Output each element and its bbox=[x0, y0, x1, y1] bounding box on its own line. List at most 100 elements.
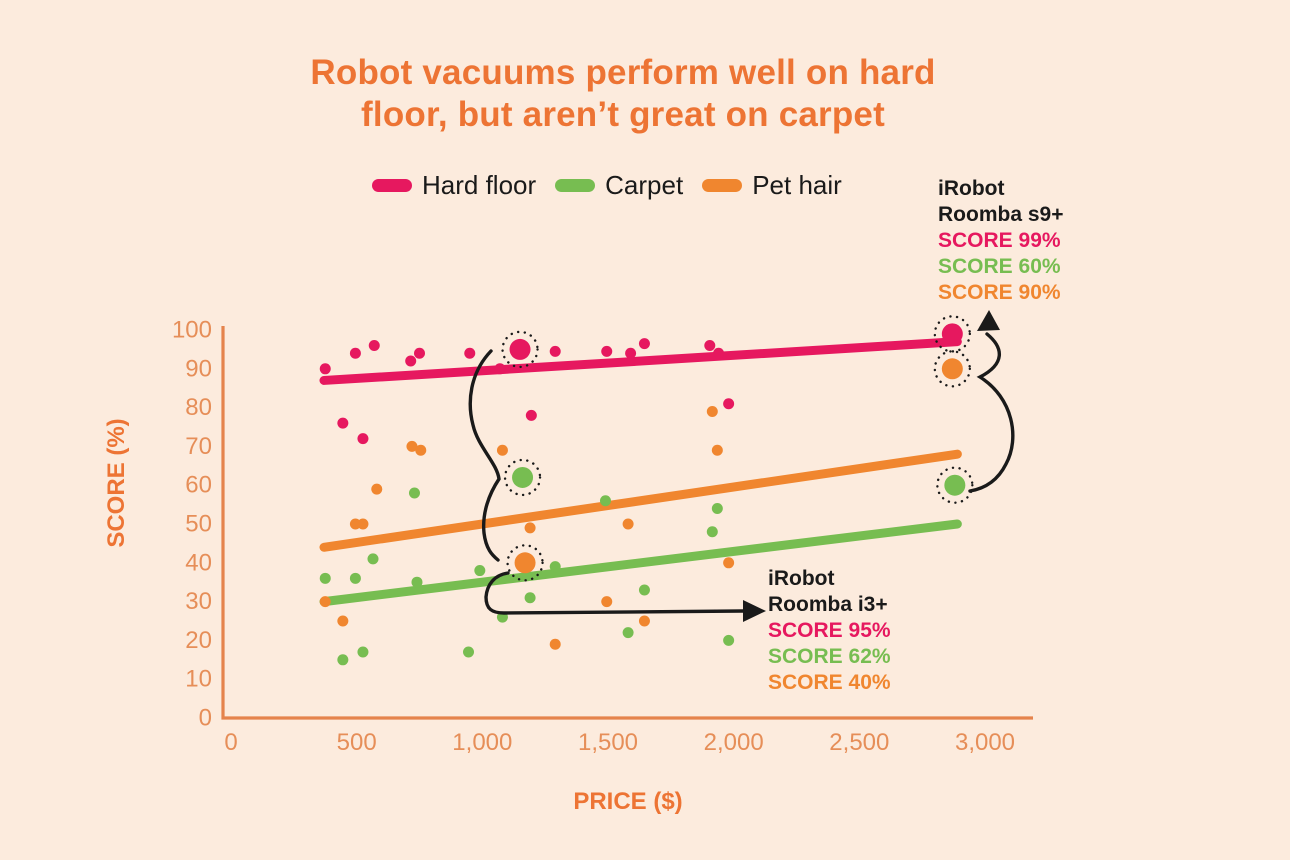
annotation-i3-name-line2: Roomba i3+ bbox=[768, 593, 888, 616]
scatter-point bbox=[474, 565, 486, 577]
scatter-point bbox=[706, 405, 718, 417]
y-tick-label: 80 bbox=[185, 394, 212, 421]
scatter-point bbox=[524, 592, 536, 604]
score-line-pet-hair: SCORE 90% bbox=[938, 281, 1061, 304]
scatter-point bbox=[524, 522, 536, 534]
scatter-point bbox=[405, 355, 417, 367]
scatter-point bbox=[706, 526, 718, 538]
highlight-ring bbox=[933, 350, 972, 388]
y-tick-label: 90 bbox=[185, 355, 212, 382]
score-line-carpet: SCORE 62% bbox=[768, 645, 891, 668]
legend-item-pet-hair: Pet hair bbox=[702, 170, 842, 201]
legend-swatch bbox=[702, 178, 743, 192]
scatter-point bbox=[625, 347, 637, 359]
highlight-ring bbox=[933, 315, 972, 353]
score-line-hard-floor: SCORE 95% bbox=[768, 619, 891, 642]
scatter-point bbox=[357, 433, 369, 445]
y-tick-label: 50 bbox=[185, 511, 212, 538]
highlight-point bbox=[944, 474, 966, 496]
scatter-point bbox=[723, 557, 735, 569]
highlight-point bbox=[941, 323, 963, 345]
scatter-point bbox=[463, 646, 475, 658]
scatter-point bbox=[711, 444, 723, 456]
y-tick-label: 0 bbox=[199, 705, 212, 732]
chart-title-line1: Robot vacuums perform well on hard bbox=[310, 53, 936, 92]
scatter-point bbox=[368, 340, 380, 352]
scatter-point bbox=[494, 363, 506, 375]
x-tick-labels: 0 500 1,000 1,500 2,000 2,500 3,000 bbox=[224, 729, 1015, 756]
scatter-point bbox=[406, 440, 418, 452]
i3-arrowhead bbox=[743, 600, 766, 622]
scatter-point bbox=[525, 409, 537, 421]
legend-item-hard-floor: Hard floor bbox=[372, 170, 536, 201]
x-axis-title: PRICE ($) bbox=[573, 788, 683, 815]
scatter-point bbox=[349, 518, 361, 530]
trend-line-pet-hair bbox=[319, 449, 962, 552]
y-tick-label: 60 bbox=[185, 472, 212, 499]
highlight-point bbox=[514, 552, 536, 574]
points-hard-floor bbox=[319, 338, 735, 445]
legend: Hard floor Carpet Pet hair bbox=[372, 170, 842, 200]
scatter-point bbox=[622, 627, 634, 639]
y-tick-label: 70 bbox=[185, 433, 212, 460]
scatter-point bbox=[638, 615, 650, 627]
scatter-point bbox=[549, 638, 561, 650]
scatter-point bbox=[622, 518, 634, 530]
scatter-point bbox=[337, 615, 349, 627]
i3-brace-stroke bbox=[468, 349, 501, 562]
chart-title-line2: floor, but aren’t great on carpet bbox=[361, 95, 885, 134]
x-tick-label: 0 bbox=[224, 729, 237, 756]
scatter-point bbox=[549, 561, 561, 573]
scatter-point bbox=[704, 340, 716, 352]
annotation-s9-name-line2: Roomba s9+ bbox=[938, 203, 1064, 226]
scatter-point bbox=[723, 398, 735, 410]
scatter-point bbox=[319, 596, 331, 608]
scatter-point bbox=[408, 487, 420, 499]
scatter-point bbox=[601, 596, 613, 608]
x-tick-label: 1,000 bbox=[452, 729, 512, 756]
scatter-point bbox=[367, 553, 379, 565]
highlight-ring bbox=[936, 466, 974, 504]
scatter-point bbox=[415, 444, 427, 456]
s9-arrowhead bbox=[977, 310, 1000, 331]
score-line-pet-hair: SCORE 40% bbox=[768, 671, 891, 694]
highlight-point bbox=[512, 466, 534, 488]
annotation-s9-scores: SCORE 99% SCORE 60% SCORE 90% bbox=[938, 228, 1063, 306]
scatter-point bbox=[549, 345, 561, 357]
chart-title: Robot vacuums perform well on hard floor… bbox=[273, 52, 973, 136]
scatter-point bbox=[411, 576, 423, 588]
legend-swatch bbox=[555, 178, 596, 192]
scatter-point bbox=[337, 654, 349, 666]
y-tick-label: 20 bbox=[185, 627, 212, 654]
legend-swatch bbox=[372, 178, 412, 192]
legend-label: Hard floor bbox=[422, 169, 537, 200]
scatter-point bbox=[371, 483, 383, 495]
scatter-point bbox=[638, 584, 650, 596]
scatter-point bbox=[337, 417, 349, 429]
scatter-point bbox=[319, 363, 331, 375]
trend-line-carpet bbox=[319, 519, 962, 607]
legend-label: Pet hair bbox=[752, 169, 842, 200]
scatter-point bbox=[496, 444, 508, 456]
y-tick-label: 10 bbox=[185, 666, 212, 693]
annotation-i3-name-line1: iRobot bbox=[768, 567, 835, 590]
scatter-point bbox=[601, 345, 613, 357]
scatter-point bbox=[357, 518, 369, 530]
legend-label: Carpet bbox=[605, 169, 684, 200]
x-tick-label: 1,500 bbox=[578, 729, 638, 756]
highlight-ring bbox=[503, 458, 542, 497]
annotation-roomba-i3: iRobot Roomba i3+ SCORE 95% SCORE 62% SCOR… bbox=[768, 566, 891, 696]
annotation-s9-name-line1: iRobot bbox=[938, 177, 1005, 200]
y-tick-label: 40 bbox=[185, 549, 212, 576]
score-line-hard-floor: SCORE 99% bbox=[938, 229, 1061, 252]
scatter-point bbox=[319, 572, 331, 584]
scatter-point bbox=[599, 495, 611, 507]
scatter-point bbox=[638, 338, 650, 350]
x-tick-label: 2,000 bbox=[704, 729, 764, 756]
scatter-point bbox=[723, 634, 735, 646]
scatter-point bbox=[711, 502, 723, 514]
scatter-point bbox=[357, 646, 369, 658]
